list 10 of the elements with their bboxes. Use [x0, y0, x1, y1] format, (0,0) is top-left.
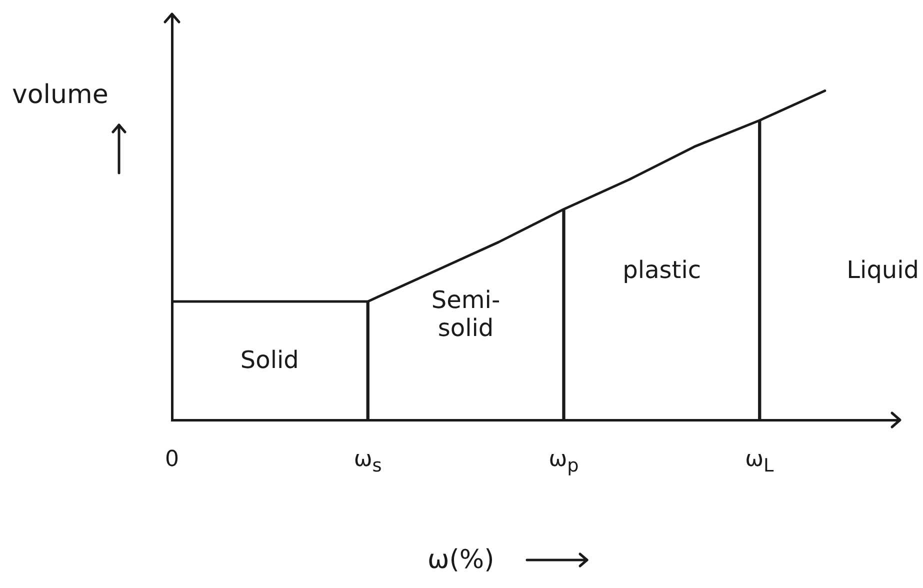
x-axis-title: ω(%) [428, 544, 494, 574]
x-tick-label: ω$_{p}$ [548, 447, 579, 477]
x-tick-label: ω$_{s}$ [354, 447, 382, 477]
y-axis-title: volume [12, 80, 108, 110]
x-tick-label: ω$_{L}$ [745, 447, 774, 477]
annotation: Liquid [846, 256, 920, 284]
annotation: Solid [240, 346, 299, 376]
x-tick-label: 0 [165, 447, 179, 472]
annotation: plastic [622, 256, 702, 284]
annotation: Semi-solid [430, 286, 502, 344]
